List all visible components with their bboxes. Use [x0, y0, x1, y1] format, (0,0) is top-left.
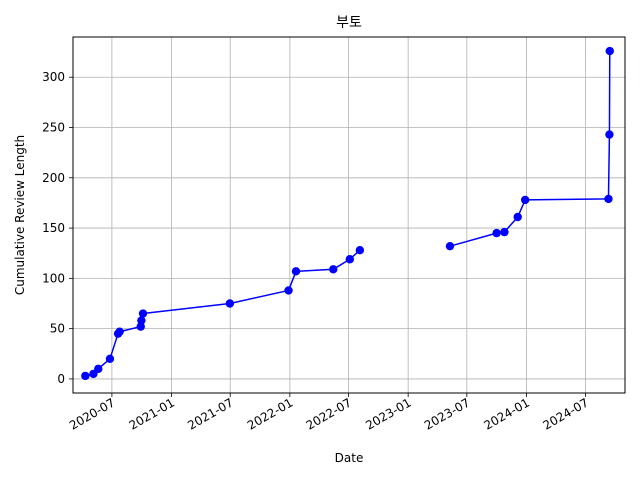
data-point: [445, 241, 455, 251]
data-point: [291, 267, 301, 276]
y-tick-label: 0: [57, 372, 65, 386]
grid-layer: [73, 37, 625, 393]
data-point: [492, 228, 501, 238]
y-axis-label: Cumulative Review Length: [13, 135, 27, 295]
data-point: [284, 286, 293, 295]
data-point: [605, 46, 614, 56]
data-point: [500, 227, 509, 237]
data-point: [345, 255, 355, 264]
y-tick-label: 50: [50, 322, 65, 336]
data-point: [225, 299, 235, 308]
data-point: [513, 212, 522, 222]
data-point: [605, 130, 614, 139]
data-point: [137, 316, 146, 325]
chart-title: 부토: [336, 15, 362, 31]
data-point: [520, 195, 530, 205]
data-point: [81, 371, 90, 381]
plot-frame: [72, 36, 626, 394]
data-point: [329, 265, 338, 274]
data-point: [138, 309, 148, 318]
y-tick-label: 200: [42, 171, 65, 185]
data-point: [115, 327, 124, 336]
y-tick-label: 250: [42, 121, 65, 135]
x-axis-label: Date: [335, 451, 364, 465]
y-tick-label: 150: [42, 221, 65, 235]
data-point: [105, 354, 115, 364]
point-layer: [81, 46, 614, 381]
data-point: [94, 364, 103, 374]
y-tick-label: 300: [42, 70, 65, 84]
data-point: [355, 246, 365, 255]
data-point: [604, 194, 613, 204]
y-tick-label: 100: [42, 271, 65, 285]
